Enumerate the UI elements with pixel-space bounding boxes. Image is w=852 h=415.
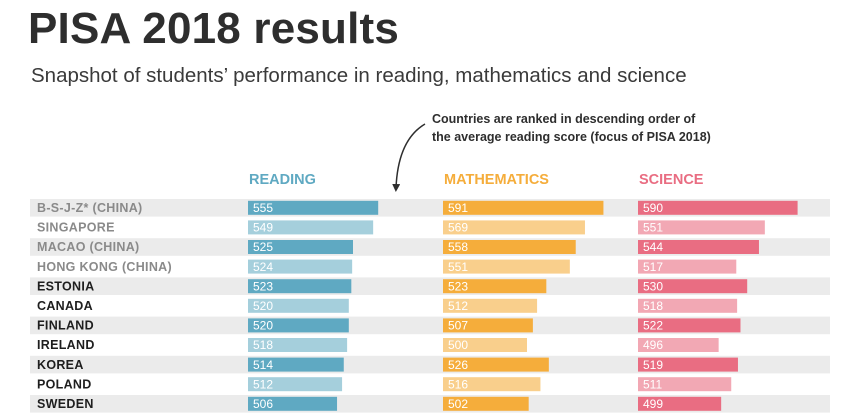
country-label: HONG KONG (CHINA) (37, 260, 172, 274)
mathematics-bar (443, 318, 533, 333)
reading-value-label: 523 (253, 279, 273, 293)
mathematics-value-label: 500 (448, 338, 468, 352)
science-value-label: 544 (643, 240, 663, 254)
science-value-label: 518 (643, 299, 663, 313)
science-value-label: 499 (643, 397, 663, 411)
mathematics-bar (443, 279, 547, 294)
reading-bar (248, 259, 353, 274)
science-value-label: 511 (643, 377, 662, 391)
science-bar (638, 357, 738, 372)
reading-value-label: 524 (253, 260, 273, 274)
mathematics-value-label: 526 (448, 358, 468, 372)
mathematics-value-label: 523 (448, 279, 468, 293)
mathematics-value-label: 591 (448, 201, 468, 215)
science-value-label: 522 (643, 319, 663, 333)
country-label: KOREA (37, 358, 84, 372)
reading-value-label: 506 (253, 397, 273, 411)
mathematics-value-label: 512 (448, 299, 468, 313)
science-bar (638, 298, 738, 313)
reading-bar (248, 279, 352, 294)
reading-value-label: 518 (253, 338, 273, 352)
country-label: SWEDEN (37, 397, 94, 411)
mathematics-bar (443, 200, 604, 215)
row-band (30, 199, 830, 217)
reading-bar (248, 338, 348, 352)
reading-bar (248, 220, 374, 235)
science-value-label: 590 (643, 201, 663, 215)
reading-bar (248, 240, 353, 254)
reading-value-label: 514 (253, 358, 273, 372)
reading-value-label: 549 (253, 221, 273, 235)
country-label: FINLAND (37, 319, 94, 333)
science-value-label: 530 (643, 279, 663, 293)
country-label: SINGAPORE (37, 221, 115, 235)
reading-bar (248, 396, 338, 411)
chart-title: PISA 2018 results (28, 4, 400, 53)
science-bar (638, 240, 759, 254)
mathematics-value-label: 558 (448, 240, 468, 254)
annotation-line-2: the average reading score (focus of PISA… (432, 130, 711, 144)
annotation-note: Countries are ranked in descending order… (432, 110, 711, 146)
row-band (30, 316, 830, 335)
science-value-label: 496 (643, 338, 663, 352)
column-header-science: SCIENCE (639, 172, 704, 188)
science-bar (638, 318, 741, 333)
mathematics-value-label: 551 (448, 260, 468, 274)
mathematics-bar (443, 357, 549, 372)
row-band (30, 395, 830, 413)
country-label: MACAO (CHINA) (37, 240, 140, 254)
reading-bar (248, 200, 379, 215)
mathematics-value-label: 502 (448, 397, 468, 411)
row-band (30, 277, 830, 295)
mathematics-bar (443, 259, 570, 274)
science-bar (638, 220, 765, 235)
science-bar (638, 200, 798, 215)
science-bar (638, 259, 737, 274)
science-bar (638, 377, 732, 392)
science-bar (638, 279, 748, 294)
country-label: ESTONIA (37, 279, 94, 293)
country-label: IRELAND (37, 338, 95, 352)
mathematics-value-label: 569 (448, 221, 468, 235)
reading-value-label: 555 (253, 201, 273, 215)
annotation-arrow (392, 123, 426, 192)
annotation-line-1: Countries are ranked in descending order… (432, 112, 696, 126)
chart-subtitle: Snapshot of students’ performance in rea… (31, 64, 687, 87)
country-label: B-S-J-Z* (CHINA) (37, 201, 142, 215)
reading-value-label: 520 (253, 299, 273, 313)
science-value-label: 551 (643, 221, 663, 235)
row-band (30, 355, 830, 374)
reading-bar (248, 377, 343, 392)
column-header-mathematics: MATHEMATICS (444, 172, 549, 188)
reading-bar (248, 318, 349, 333)
country-label: CANADA (37, 299, 93, 313)
reading-value-label: 520 (253, 319, 273, 333)
mathematics-bar (443, 338, 527, 352)
science-value-label: 517 (643, 260, 663, 274)
mathematics-bar (443, 396, 529, 411)
science-value-label: 519 (643, 358, 663, 372)
reading-value-label: 512 (253, 377, 273, 391)
mathematics-value-label: 507 (448, 319, 468, 333)
reading-bar (248, 298, 349, 313)
mathematics-bar (443, 298, 538, 313)
row-band (30, 238, 830, 256)
mathematics-bar (443, 377, 541, 392)
column-header-reading: READING (249, 172, 316, 188)
country-label: POLAND (37, 377, 92, 391)
reading-value-label: 525 (253, 240, 273, 254)
science-bar (638, 396, 722, 411)
mathematics-value-label: 516 (448, 377, 468, 391)
mathematics-bar (443, 240, 576, 254)
science-bar (638, 338, 719, 352)
mathematics-bar (443, 220, 585, 235)
reading-bar (248, 357, 344, 372)
